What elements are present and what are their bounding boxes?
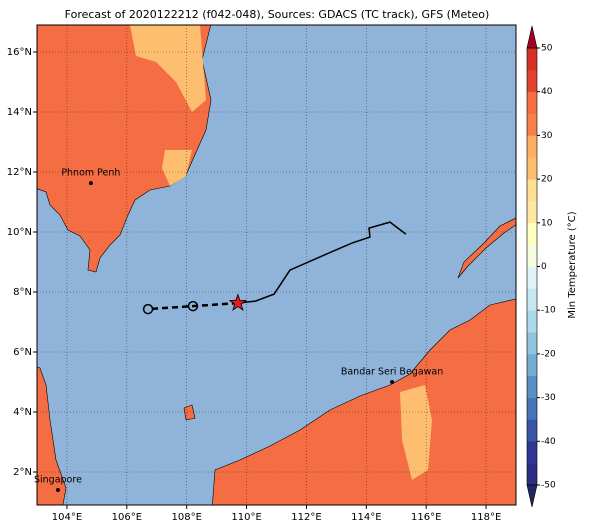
title: Forecast of 2020122212 (f042-048), Sourc… bbox=[65, 8, 490, 21]
colorbar-segment bbox=[527, 463, 537, 486]
y-tick-label: 16°N bbox=[7, 47, 32, 58]
colorbar-segment bbox=[527, 397, 537, 420]
city-label: Phnom Penh bbox=[61, 168, 120, 179]
malay-peninsula bbox=[37, 366, 67, 505]
y-tick-label: 2°N bbox=[13, 467, 32, 478]
colorbar-segment bbox=[527, 113, 537, 136]
x-tick-label: 112°E bbox=[291, 512, 321, 523]
colorbar-tick-label: -30 bbox=[541, 393, 556, 403]
colorbar-label: Min Temperature (°C) bbox=[567, 211, 578, 318]
y-tick-label: 4°N bbox=[13, 407, 32, 418]
city-label: Singapore bbox=[34, 475, 82, 486]
land bbox=[37, 25, 516, 505]
colorbar-segment bbox=[527, 288, 537, 311]
colorbar-segment bbox=[527, 135, 537, 158]
forecast-point bbox=[187, 300, 199, 312]
y-tick-label: 12°N bbox=[7, 167, 32, 178]
y-tick-label: 10°N bbox=[7, 227, 32, 238]
forecast-point bbox=[142, 303, 154, 315]
x-tick-label: 114°E bbox=[351, 512, 381, 523]
colorbar-tick-label: 50 bbox=[541, 44, 553, 54]
colorbar-tick-label: 30 bbox=[541, 131, 553, 141]
colorbar-segment bbox=[527, 179, 537, 202]
palawan bbox=[457, 217, 516, 279]
warm-area bbox=[162, 150, 192, 186]
colorbar-segment bbox=[527, 91, 537, 114]
x-tick-label: 106°E bbox=[112, 512, 142, 523]
colorbar-segment bbox=[527, 69, 537, 92]
colorbar-segment bbox=[527, 332, 537, 355]
colorbar-tick-label: -10 bbox=[541, 306, 556, 316]
colorbar-segment bbox=[527, 375, 537, 398]
city-label: Bandar Seri Begawan bbox=[341, 367, 443, 378]
y-tick-label: 14°N bbox=[7, 107, 32, 118]
colorbar-tick-label: -20 bbox=[541, 349, 556, 359]
colorbar-segment bbox=[527, 419, 537, 442]
colorbar-segment bbox=[527, 441, 537, 464]
city-marker bbox=[55, 488, 60, 492]
y-tick-label: 6°N bbox=[13, 347, 32, 358]
observed-track bbox=[237, 221, 407, 304]
colorbar-segment bbox=[527, 353, 537, 377]
forecast-track bbox=[147, 301, 238, 311]
colorbar-extend bbox=[526, 25, 538, 49]
colorbar-tick-label: 20 bbox=[541, 175, 553, 185]
colorbar-tick-label: 0 bbox=[541, 262, 547, 272]
colorbar-segment bbox=[527, 200, 537, 224]
map-frame bbox=[36, 24, 517, 506]
colorbar-segment bbox=[527, 244, 537, 267]
colorbar-segment bbox=[527, 48, 537, 71]
borneo bbox=[212, 298, 516, 505]
y-tick-label: 8°N bbox=[13, 287, 32, 298]
colorbar-segment bbox=[527, 157, 537, 180]
x-tick-label: 118°E bbox=[471, 512, 501, 523]
colorbar-extend bbox=[526, 484, 538, 508]
colorbar-tick-label: -40 bbox=[541, 437, 556, 447]
colorbar-tick-label: -50 bbox=[541, 481, 556, 491]
warm-area bbox=[130, 25, 206, 112]
colorbar-segment bbox=[527, 266, 537, 289]
island bbox=[183, 404, 196, 421]
indochina bbox=[37, 25, 212, 273]
city-marker bbox=[390, 380, 395, 384]
colorbar-tick-label: 10 bbox=[541, 218, 553, 228]
x-tick-label: 108°E bbox=[171, 512, 201, 523]
current-position bbox=[228, 293, 248, 311]
x-tick-label: 104°E bbox=[52, 512, 82, 523]
city-marker bbox=[88, 181, 93, 186]
colorbar-tick-label: 40 bbox=[541, 87, 553, 97]
x-tick-label: 110°E bbox=[231, 512, 261, 523]
colorbar-segment bbox=[527, 310, 537, 333]
colorbar-segment bbox=[527, 222, 537, 245]
warm-area bbox=[400, 385, 432, 480]
x-tick-label: 116°E bbox=[411, 512, 441, 523]
